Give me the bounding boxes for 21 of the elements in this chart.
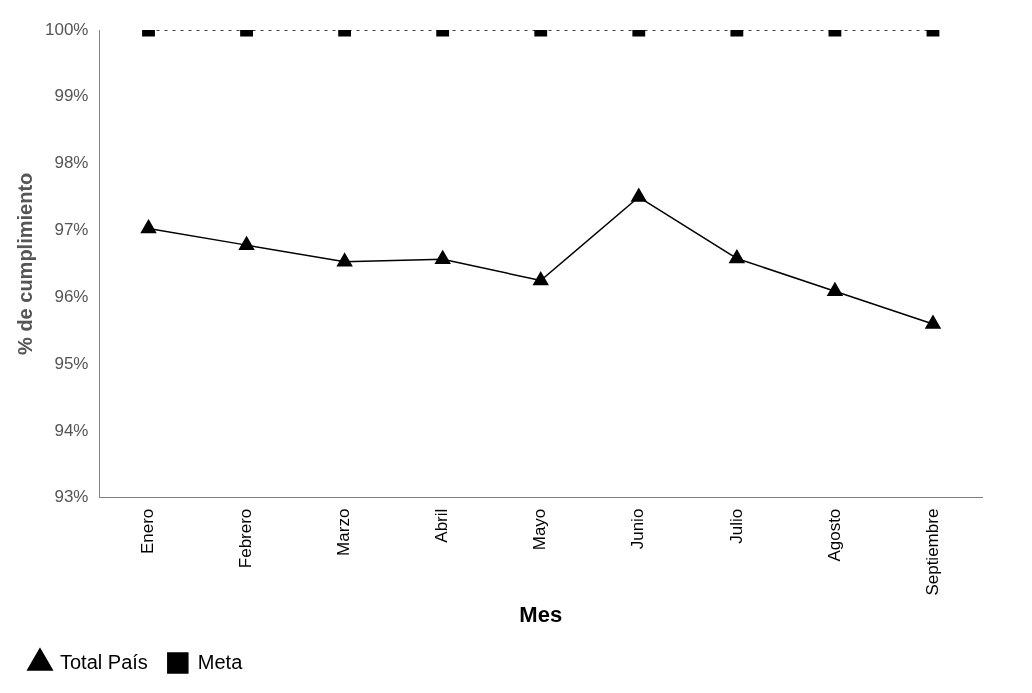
y-tick-label: 100% <box>45 19 89 39</box>
y-tick-label: 97% <box>54 220 89 240</box>
y-tick-label: 96% <box>54 286 89 306</box>
x-tick-label: Mayo <box>530 508 550 551</box>
y-tick-label: 98% <box>54 153 89 173</box>
x-tick-label: Agosto <box>824 508 844 562</box>
y-tick-label: 93% <box>54 487 89 507</box>
x-tick-label: Febrero <box>236 508 256 569</box>
x-tick-label: Julio <box>726 508 746 544</box>
x-tick-label: Septiembre <box>922 508 942 596</box>
y-axis-title: % de cumplimiento <box>13 172 36 355</box>
x-tick-label: Abril <box>432 508 452 543</box>
legend-label: Total País <box>60 650 148 673</box>
x-tick-label: Marzo <box>334 508 354 556</box>
legend-label: Meta <box>197 650 244 673</box>
y-tick-label: 95% <box>54 353 89 373</box>
y-tick-label: 99% <box>54 86 89 106</box>
x-tick-label: Enero <box>138 508 158 555</box>
x-axis-title: Mes <box>519 601 563 627</box>
y-tick-label: 94% <box>54 420 89 440</box>
x-tick-label: Junio <box>628 508 648 550</box>
